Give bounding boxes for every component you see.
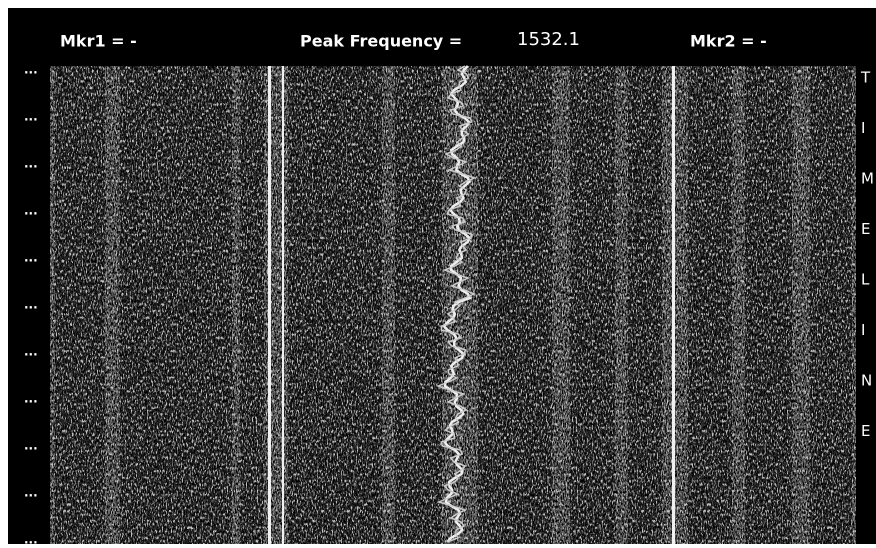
side-label-letter: E	[861, 422, 870, 440]
time-marker: ...	[24, 157, 38, 171]
time-marker: ...	[24, 392, 38, 406]
side-label-letter: M	[861, 170, 874, 188]
marker2-readout: Mkr2 = -	[690, 32, 767, 51]
marker1-readout: Mkr1 = -	[60, 32, 137, 51]
spectrogram	[50, 66, 856, 544]
side-label-letter: E	[861, 220, 870, 238]
time-marker: ...	[24, 486, 38, 500]
waterfall-display: Mkr1 = - Peak Frequency = 1532.1 Mkr2 = …	[0, 0, 876, 544]
side-label-letter: T	[860, 69, 871, 87]
carrier-line	[268, 66, 271, 544]
time-marker: ...	[24, 251, 38, 265]
carrier-line	[282, 66, 284, 544]
peak-value: 1532.1	[517, 29, 580, 50]
time-marker: ...	[24, 110, 38, 124]
time-marker: ...	[24, 204, 38, 218]
time-marker: ...	[24, 298, 38, 312]
time-marker: ...	[24, 533, 38, 545]
side-label-letter: N	[861, 372, 872, 390]
side-label-letter: I	[861, 119, 865, 137]
side-label-letter: L	[861, 271, 870, 289]
carrier-line	[672, 66, 675, 544]
page: Mkr1 = - Peak Frequency = 1532.1 Mkr2 = …	[0, 0, 876, 544]
time-marker: ...	[24, 345, 38, 359]
peak-label: Peak Frequency =	[300, 32, 462, 51]
side-label-letter: I	[861, 321, 865, 339]
time-marker: ...	[24, 439, 38, 453]
time-marker: ...	[24, 63, 38, 77]
